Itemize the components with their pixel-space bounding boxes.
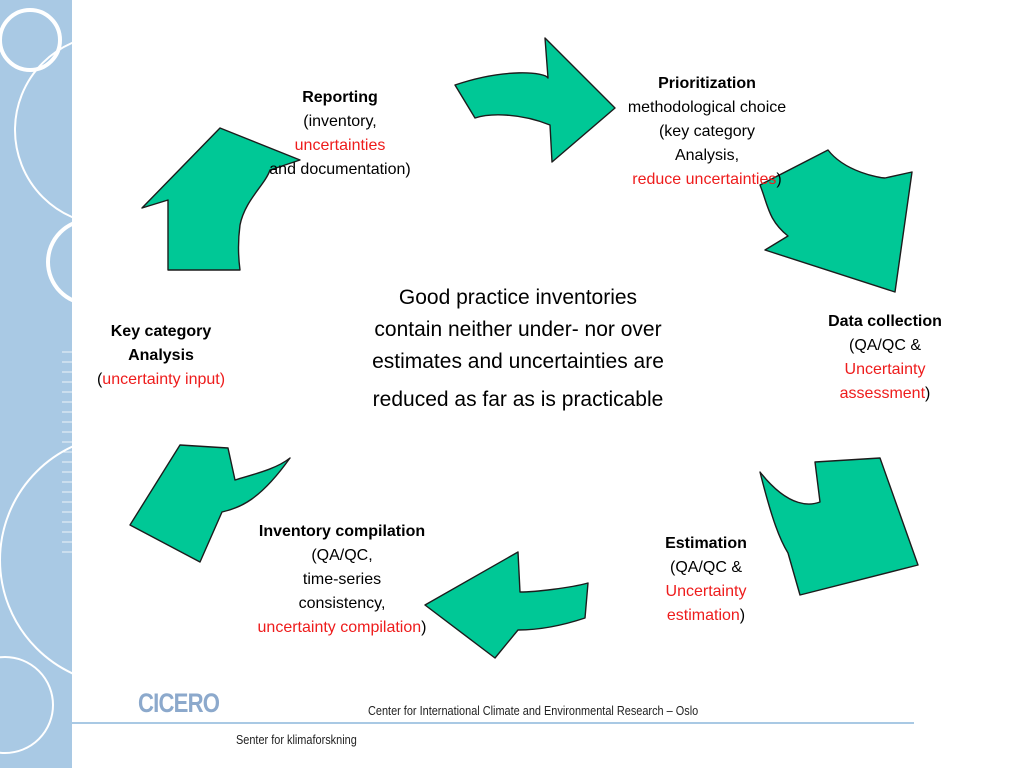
node-estimation-line1: (QA/QC & bbox=[669, 559, 742, 576]
decorative-sidebar bbox=[0, 0, 72, 768]
node-key-category-title2: Analysis bbox=[128, 347, 194, 364]
node-prioritization: Prioritization methodological choice (ke… bbox=[592, 72, 822, 192]
node-key-category-line1: (uncertainty input) bbox=[76, 368, 246, 392]
footer-divider bbox=[72, 722, 914, 724]
arrow-prioritization-to-data-collection bbox=[759, 149, 913, 293]
node-data-collection-line3: assessment) bbox=[795, 382, 975, 406]
node-data-collection: Data collection (QA/QC & Uncertainty ass… bbox=[795, 310, 975, 406]
node-inventory-compilation-line3: consistency, bbox=[298, 595, 386, 612]
footer-org-name: Center for International Climate and Env… bbox=[368, 703, 699, 718]
node-reporting-line2: uncertainties bbox=[294, 137, 386, 154]
node-data-collection-title: Data collection bbox=[828, 313, 942, 330]
node-reporting: Reporting (inventory, uncertainties and … bbox=[250, 86, 430, 182]
node-key-category-line1-prefix: ( bbox=[96, 371, 103, 388]
node-reporting-title: Reporting bbox=[302, 89, 378, 106]
center-statement-line3: estimates and uncertainties are bbox=[372, 350, 664, 373]
node-inventory-compilation-line1: (QA/QC, bbox=[311, 547, 373, 564]
node-inventory-compilation: Inventory compilation (QA/QC, time-serie… bbox=[222, 520, 462, 640]
node-estimation-line2: Uncertainty bbox=[665, 583, 747, 600]
center-statement: Good practice inventories contain neithe… bbox=[318, 282, 718, 416]
sidebar-circles bbox=[0, 8, 72, 754]
node-key-category-title1: Key category bbox=[110, 323, 212, 340]
node-inventory-compilation-line2: time-series bbox=[302, 571, 382, 588]
arrow-estimation-to-inventory-compilation bbox=[424, 551, 589, 659]
center-statement-line2: contain neither under- nor over bbox=[374, 318, 662, 341]
node-data-collection-line1: (QA/QC & bbox=[848, 337, 921, 354]
node-reporting-line3: and documentation) bbox=[269, 161, 411, 178]
node-inventory-compilation-title: Inventory compilation bbox=[258, 523, 426, 540]
node-inventory-compilation-line4: uncertainty compilation) bbox=[222, 616, 462, 640]
node-data-collection-line2: Uncertainty bbox=[844, 361, 926, 378]
node-estimation-line3: estimation) bbox=[626, 604, 786, 628]
node-prioritization-line1: methodological choice bbox=[627, 99, 787, 116]
arrow-key-category-to-reporting bbox=[141, 127, 301, 271]
node-estimation-line3-suffix: ) bbox=[739, 607, 746, 624]
node-prioritization-line4-suffix: ) bbox=[776, 171, 782, 188]
node-prioritization-line2: (key category bbox=[658, 123, 756, 140]
arrow-inventory-compilation-to-key-category bbox=[129, 444, 291, 563]
node-inventory-compilation-line4-suffix: ) bbox=[421, 619, 427, 636]
footer-org-name-local: Senter for klimaforskning bbox=[236, 732, 357, 747]
center-statement-line1: Good practice inventories bbox=[398, 286, 638, 309]
node-data-collection-line3-red: assessment bbox=[839, 385, 926, 402]
node-prioritization-line3: Analysis, bbox=[674, 147, 740, 164]
node-estimation-title: Estimation bbox=[665, 535, 747, 552]
node-key-category: Key category Analysis (uncertainty input… bbox=[76, 320, 246, 392]
node-prioritization-title: Prioritization bbox=[658, 75, 756, 92]
node-prioritization-line4: reduce uncertainties) bbox=[592, 168, 822, 192]
node-reporting-line1: (inventory, bbox=[303, 113, 377, 130]
center-statement-line4: reduced as far as is practicable bbox=[372, 388, 664, 411]
node-estimation: Estimation (QA/QC & Uncertainty estimati… bbox=[626, 532, 786, 628]
node-data-collection-line3-suffix: ) bbox=[925, 385, 931, 402]
arrow-reporting-to-prioritization bbox=[454, 37, 616, 163]
node-prioritization-line4-red: reduce uncertainties bbox=[632, 171, 777, 188]
node-inventory-compilation-line4-red: uncertainty compilation bbox=[257, 619, 422, 636]
cicero-logo: CICERO bbox=[138, 688, 220, 718]
node-estimation-line3-red: estimation bbox=[666, 607, 740, 624]
node-key-category-line1-red: uncertainty input) bbox=[102, 371, 226, 388]
arrow-data-collection-to-estimation bbox=[759, 457, 919, 596]
